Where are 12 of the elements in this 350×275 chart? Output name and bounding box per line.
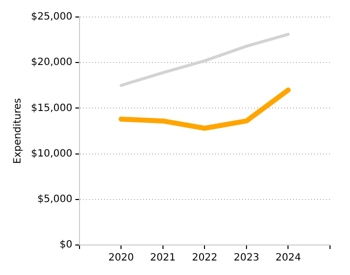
x-tick-label: 2020 bbox=[108, 252, 134, 264]
x-tick-label: 2022 bbox=[192, 252, 218, 264]
x-tick-label: 2023 bbox=[234, 252, 260, 264]
y-tick-label: $10,000 bbox=[30, 148, 72, 160]
y-tick-label: $25,000 bbox=[30, 12, 72, 23]
x-tick-label: 2024 bbox=[276, 252, 301, 264]
y-axis-title: Expenditures bbox=[12, 98, 24, 164]
y-tick-label: $5,000 bbox=[37, 194, 72, 205]
y-tick-label: $15,000 bbox=[30, 102, 72, 114]
x-tick-label: 2021 bbox=[150, 252, 176, 264]
y-tick-label: $0 bbox=[60, 240, 72, 251]
y-tick-label: $20,000 bbox=[30, 57, 72, 68]
